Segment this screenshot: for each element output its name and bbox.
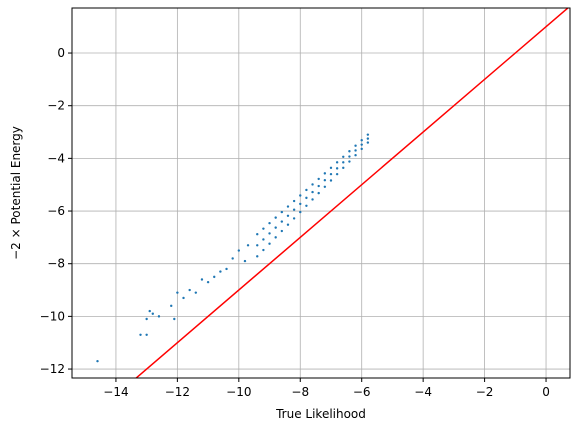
scatter-point: [311, 183, 314, 186]
scatter-point: [366, 133, 370, 136]
y-axis-label: −2 × Potential Energy: [9, 126, 23, 260]
scatter-point: [145, 333, 148, 337]
y-tick-label: −8: [47, 257, 65, 271]
scatter-point: [145, 317, 148, 321]
scatter-point: [292, 199, 296, 203]
scatter-point: [305, 196, 308, 200]
scatter-point: [323, 172, 327, 175]
scatter-point: [151, 312, 154, 315]
scatter-point: [274, 216, 277, 219]
scatter-point: [206, 280, 210, 284]
scatter-point: [188, 288, 191, 292]
scatter-point: [354, 144, 357, 147]
scatter-point: [243, 259, 247, 263]
x-tick-label: −8: [291, 385, 309, 399]
scatter-point: [342, 161, 345, 164]
scatter-point: [256, 233, 259, 236]
scatter-point: [274, 236, 277, 239]
y-tick-label: −4: [47, 151, 65, 165]
y-tick-label: −10: [40, 309, 65, 323]
scatter-point: [342, 166, 345, 170]
scatter-point: [280, 220, 284, 223]
scatter-point: [354, 149, 357, 152]
scatter-point: [268, 221, 271, 225]
scatter-point: [176, 291, 179, 294]
scatter-point: [323, 185, 327, 189]
x-tick-label: −4: [414, 385, 432, 399]
scatter-point: [354, 154, 357, 157]
scatter-point: [366, 141, 370, 144]
x-tick-label: 0: [542, 385, 550, 399]
scatter-point: [280, 229, 284, 233]
reference-line: [135, 8, 570, 378]
scatter-point: [323, 179, 327, 182]
scatter-point: [348, 155, 351, 158]
scatter-point: [182, 296, 185, 300]
y-tick-label: −6: [47, 204, 65, 218]
scatter-point: [311, 190, 314, 194]
scatter-point: [335, 167, 339, 170]
x-tick-label: −2: [476, 385, 494, 399]
scatter-point: [268, 232, 271, 235]
scatter-point: [311, 198, 314, 201]
scatter-point: [262, 238, 265, 241]
scatter-point: [256, 244, 259, 247]
y-tick-label: 0: [57, 46, 65, 60]
scatter-point: [317, 184, 320, 188]
scatter-point: [262, 227, 265, 230]
scatter-point: [360, 143, 363, 146]
scatter-point: [246, 244, 250, 247]
scatter-point: [292, 217, 296, 220]
scatter-point: [256, 255, 259, 258]
scatter-point: [360, 147, 363, 151]
scatter-point: [148, 309, 151, 313]
scatter-point: [280, 210, 284, 214]
scatter-point: [317, 177, 320, 181]
scatter-point: [342, 155, 345, 158]
scatter-point: [194, 291, 198, 294]
scatter-point: [299, 202, 302, 206]
scatter-point: [329, 166, 333, 170]
scatter-point: [305, 204, 308, 207]
scatter-point: [305, 188, 308, 192]
scatter-point: [299, 194, 302, 197]
scatter-point: [292, 208, 296, 211]
scatter-point: [170, 304, 173, 308]
scatter-point: [237, 249, 241, 252]
x-tick-label: −12: [165, 385, 190, 399]
scatter-point: [213, 275, 216, 279]
scatter-point: [366, 137, 370, 140]
scatter-point: [329, 172, 333, 176]
scatter-point: [286, 223, 290, 226]
scatter-point: [348, 160, 351, 163]
scatter-point: [225, 267, 228, 271]
scatter-point: [335, 161, 339, 164]
scatter-point: [286, 205, 290, 208]
scatter-point: [317, 191, 320, 195]
scatter-point: [262, 248, 265, 252]
scatter-point: [335, 172, 339, 176]
x-axis-label: True Likelihood: [275, 407, 366, 421]
scatter-point: [274, 226, 277, 229]
scatter-point: [173, 317, 176, 321]
scatter-point: [329, 179, 333, 182]
y-tick-label: −2: [47, 99, 65, 113]
scatter-point: [299, 210, 302, 214]
scatter-point: [139, 333, 142, 337]
x-tick-label: −10: [226, 385, 251, 399]
x-tick-label: −14: [103, 385, 128, 399]
scatter-point: [96, 359, 99, 363]
scatter-point: [268, 242, 271, 245]
scatter-point: [231, 257, 234, 260]
y-tick-label: −12: [40, 362, 65, 376]
plot-frame: [71, 7, 571, 379]
scatter-point: [157, 315, 161, 318]
scatter-point: [219, 270, 222, 273]
scatter-point: [286, 214, 290, 217]
scatter-point: [200, 278, 204, 281]
scatter-point: [348, 150, 351, 153]
x-tick-label: −6: [353, 385, 371, 399]
scatter-point: [360, 138, 363, 142]
